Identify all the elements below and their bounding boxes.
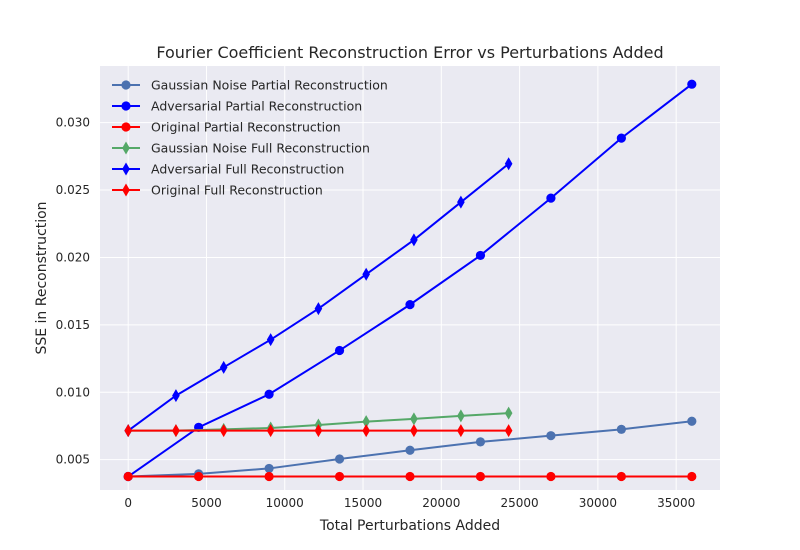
data-point	[616, 133, 626, 143]
data-point	[172, 424, 180, 438]
x-tick-label: 5000	[191, 496, 222, 510]
data-point	[546, 471, 556, 482]
tick-labels: 0 5000 10000 15000 20000 25000 30000 35000 0.005…	[56, 116, 696, 510]
y-axis-label: SSE in Reconstruction	[34, 201, 50, 354]
x-tick-label: 10000	[266, 496, 304, 510]
data-point	[616, 471, 626, 482]
legend-swatch-marker	[121, 101, 131, 111]
legend-item: Adversarial Partial Reconstruction	[112, 99, 362, 114]
legend: Gaussian Noise Partial Reconstruction Adv…	[112, 78, 388, 198]
legend-item: Original Full Reconstruction	[112, 183, 323, 198]
data-point	[266, 333, 275, 347]
data-point	[264, 471, 274, 482]
legend-label: Adversarial Partial Reconstruction	[151, 99, 362, 114]
legend-swatch-marker	[121, 80, 131, 90]
grid	[100, 66, 720, 490]
series-2	[123, 471, 697, 482]
y-tick-label: 0.030	[56, 116, 90, 130]
data-point	[475, 471, 486, 482]
data-point	[172, 389, 180, 403]
series-0	[123, 416, 697, 482]
data-point	[314, 302, 323, 316]
data-point	[546, 193, 556, 203]
legend-item: Gaussian Noise Partial Reconstruction	[112, 78, 388, 93]
legend-swatch-marker	[122, 141, 130, 155]
data-point	[194, 471, 204, 482]
data-point	[687, 416, 697, 426]
series-layer	[123, 79, 697, 482]
x-tick-label: 25000	[501, 496, 539, 510]
data-point	[334, 471, 345, 482]
y-tick-label: 0.015	[56, 318, 90, 332]
data-point	[475, 437, 486, 447]
data-point	[219, 360, 228, 374]
y-tick-label: 0.010	[56, 385, 90, 399]
x-tick-label: 35000	[657, 496, 695, 510]
data-point	[124, 424, 132, 438]
legend-item: Adversarial Full Reconstruction	[112, 162, 344, 177]
data-point	[504, 157, 513, 171]
data-point	[219, 424, 228, 438]
data-point	[410, 424, 418, 438]
y-tick-label: 0.005	[56, 453, 90, 467]
legend-label: Gaussian Noise Partial Reconstruction	[151, 78, 388, 93]
x-axis-label: Total Perturbations Added	[319, 518, 500, 534]
data-point	[405, 445, 415, 455]
legend-swatch-marker	[122, 183, 130, 197]
legend-swatch-marker	[122, 162, 130, 176]
data-point	[504, 424, 513, 438]
data-point	[410, 233, 418, 247]
legend-item: Gaussian Noise Full Reconstruction	[112, 141, 370, 156]
data-point	[334, 345, 345, 356]
data-point	[362, 267, 370, 281]
data-point	[405, 300, 415, 310]
data-point	[264, 389, 274, 399]
data-point	[314, 424, 323, 438]
data-point	[457, 424, 465, 438]
data-point	[410, 412, 418, 426]
y-tick-label: 0.025	[56, 183, 90, 197]
data-point	[457, 195, 465, 209]
legend-item: Original Partial Reconstruction	[112, 120, 341, 135]
x-tick-label: 20000	[422, 496, 460, 510]
x-tick-label: 15000	[344, 496, 382, 510]
series-5	[124, 424, 513, 438]
y-tick-label: 0.020	[56, 250, 90, 264]
data-point	[504, 406, 513, 420]
x-tick-label: 30000	[579, 496, 617, 510]
series-1	[123, 79, 697, 482]
legend-label: Gaussian Noise Full Reconstruction	[151, 141, 370, 156]
data-point	[687, 471, 697, 482]
x-tick-label: 0	[124, 496, 132, 510]
data-point	[616, 424, 626, 434]
legend-label: Original Full Reconstruction	[151, 183, 323, 198]
chart-title: Fourier Coefficient Reconstruction Error…	[156, 43, 663, 62]
data-point	[405, 471, 415, 482]
legend-swatch-marker	[121, 122, 131, 132]
data-point	[546, 431, 556, 441]
data-point	[266, 424, 275, 438]
data-point	[457, 409, 465, 423]
data-point	[362, 424, 370, 438]
data-point	[264, 463, 274, 474]
data-point	[123, 471, 133, 482]
data-point	[475, 250, 486, 261]
legend-label: Adversarial Full Reconstruction	[151, 162, 344, 177]
data-point	[687, 79, 697, 89]
legend-label: Original Partial Reconstruction	[151, 120, 341, 135]
data-point	[334, 454, 345, 464]
data-point	[362, 415, 370, 429]
